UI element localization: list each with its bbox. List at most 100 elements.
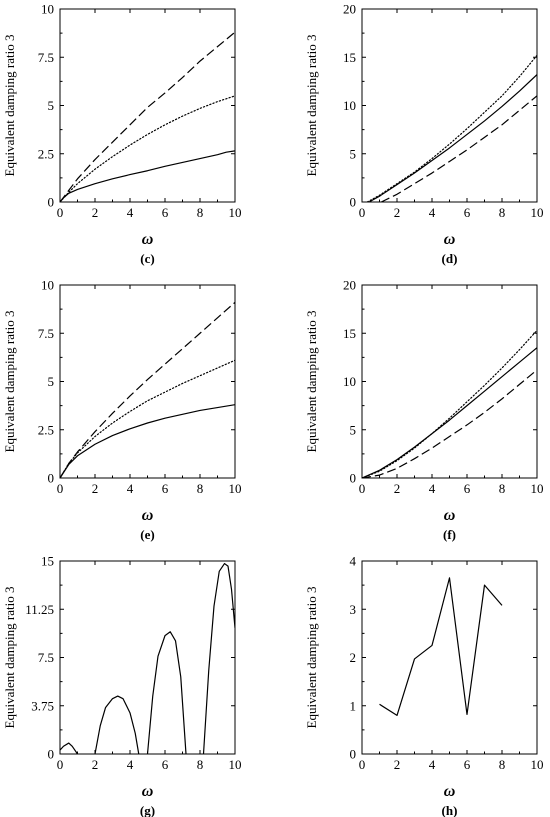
x-tick-label: 8 bbox=[197, 205, 204, 220]
y-axis-label: Equivalent damping ratio 3 bbox=[304, 587, 319, 729]
chart-panel-g: 0 2 4 6 8 10 0 3.75 7.5 11.25 15 Equivalent damping… bbox=[2, 554, 242, 817]
plot-frame bbox=[361, 8, 538, 203]
x-tick-label: 2 bbox=[394, 205, 401, 220]
y-tick-label: 5 bbox=[350, 146, 357, 161]
y-axis-label: Equivalent damping ratio 3 bbox=[304, 311, 319, 453]
y-tick-label: 10 bbox=[41, 278, 54, 293]
x-tick-label: 0 bbox=[57, 481, 64, 496]
series-line-solid-3 bbox=[202, 562, 235, 754]
x-axis-label: ω bbox=[444, 231, 456, 248]
plot-frame bbox=[361, 284, 538, 479]
x-tick-label: 10 bbox=[531, 481, 544, 496]
series-group bbox=[60, 301, 235, 478]
y-tick-label: 2.5 bbox=[38, 422, 54, 437]
x-tick-label: 4 bbox=[429, 481, 436, 496]
x-tick-label: 10 bbox=[531, 205, 544, 220]
chart-panel-c: 0 2 4 6 8 10 0 2.5 5 7.5 10 Equivalent damping rati… bbox=[2, 2, 242, 267]
x-tick-label: 0 bbox=[57, 205, 64, 220]
x-tick-label: 8 bbox=[499, 757, 506, 772]
panel-caption: (g) bbox=[140, 803, 155, 817]
series-line-dotted-1 bbox=[366, 54, 537, 202]
x-tick-label: 0 bbox=[359, 481, 366, 496]
plot-frame bbox=[361, 560, 538, 755]
x-tick-label: 6 bbox=[162, 481, 169, 496]
plot-frame bbox=[59, 8, 236, 203]
series-line-dashed-2 bbox=[380, 95, 537, 202]
x-axis-label: ω bbox=[444, 783, 456, 800]
y-tick-label: 0 bbox=[350, 747, 357, 762]
y-tick-label: 1 bbox=[350, 698, 357, 713]
series-line-solid-0 bbox=[379, 577, 503, 716]
x-tick-label: 8 bbox=[499, 481, 506, 496]
series-line-dashed-2 bbox=[60, 31, 235, 202]
x-tick-label: 6 bbox=[464, 757, 471, 772]
y-tick-label: 5 bbox=[350, 422, 357, 437]
series-line-solid-0 bbox=[362, 347, 537, 478]
y-axis-label: Equivalent damping ratio 3 bbox=[2, 587, 17, 729]
x-tick-label: 2 bbox=[394, 757, 401, 772]
y-tick-label: 0 bbox=[48, 195, 55, 210]
series-line-solid-2 bbox=[146, 631, 187, 754]
panel-caption: (h) bbox=[442, 803, 458, 817]
y-tick-label: 3 bbox=[350, 602, 357, 617]
series-line-solid-0 bbox=[368, 74, 537, 202]
series-group bbox=[60, 562, 235, 754]
series-line-solid-0 bbox=[60, 742, 78, 754]
y-axis-label: Equivalent damping ratio 3 bbox=[304, 35, 319, 177]
series-group bbox=[379, 577, 503, 716]
x-tick-label: 2 bbox=[92, 205, 99, 220]
y-tick-label: 0 bbox=[48, 747, 55, 762]
x-tick-label: 0 bbox=[57, 757, 64, 772]
y-tick-label: 2 bbox=[350, 650, 357, 665]
chart-panel-e: 0 2 4 6 8 10 0 2.5 5 7.5 10 Equivalent damping rati… bbox=[2, 278, 242, 543]
x-tick-label: 4 bbox=[429, 205, 436, 220]
y-tick-label: 0 bbox=[350, 195, 357, 210]
x-tick-label: 6 bbox=[162, 757, 169, 772]
series-group bbox=[366, 54, 537, 202]
y-tick-label: 15 bbox=[41, 554, 54, 569]
y-tick-label: 20 bbox=[343, 2, 356, 17]
y-tick-label: 5 bbox=[48, 374, 55, 389]
x-tick-label: 2 bbox=[92, 481, 99, 496]
x-tick-label: 10 bbox=[229, 757, 242, 772]
y-tick-label: 3.75 bbox=[31, 698, 54, 713]
panel-caption: (f) bbox=[443, 527, 456, 542]
x-tick-label: 10 bbox=[531, 757, 544, 772]
y-tick-label: 10 bbox=[343, 374, 356, 389]
plot-frame bbox=[59, 560, 236, 755]
panel-caption: (c) bbox=[140, 251, 154, 266]
y-tick-label: 0 bbox=[48, 471, 55, 486]
series-line-dotted-1 bbox=[362, 329, 537, 478]
y-tick-label: 7.5 bbox=[38, 50, 54, 65]
x-tick-label: 8 bbox=[499, 205, 506, 220]
plot-frame bbox=[59, 284, 236, 479]
y-tick-label: 11.25 bbox=[25, 602, 54, 617]
y-tick-label: 7.5 bbox=[38, 326, 54, 341]
x-tick-label: 2 bbox=[394, 481, 401, 496]
x-tick-label: 0 bbox=[359, 205, 366, 220]
series-line-dotted-1 bbox=[60, 359, 235, 478]
x-tick-label: 10 bbox=[229, 205, 242, 220]
x-tick-label: 6 bbox=[464, 205, 471, 220]
chart-panel-f: 0 2 4 6 8 10 0 5 10 15 20 Equivalent damping ratio … bbox=[304, 278, 544, 543]
x-tick-label: 4 bbox=[127, 757, 134, 772]
chart-panel-d: 0 2 4 6 8 10 0 5 10 15 20 Equivalent damping ratio … bbox=[304, 2, 544, 267]
y-axis-label: Equivalent damping ratio 3 bbox=[2, 311, 17, 453]
panel-caption: (d) bbox=[442, 251, 458, 266]
series-line-solid-0 bbox=[60, 404, 235, 478]
x-tick-label: 6 bbox=[464, 481, 471, 496]
x-axis-label: ω bbox=[142, 231, 154, 248]
x-axis-label: ω bbox=[444, 507, 456, 524]
y-tick-label: 2.5 bbox=[38, 146, 54, 161]
series-group bbox=[60, 31, 235, 202]
x-tick-label: 8 bbox=[197, 757, 204, 772]
y-tick-label: 5 bbox=[48, 98, 55, 113]
x-axis-label: ω bbox=[142, 783, 154, 800]
x-tick-label: 8 bbox=[197, 481, 204, 496]
y-tick-label: 10 bbox=[41, 2, 54, 17]
y-tick-label: 15 bbox=[343, 50, 356, 65]
x-tick-label: 4 bbox=[429, 757, 436, 772]
x-tick-label: 4 bbox=[127, 481, 134, 496]
x-tick-label: 2 bbox=[92, 757, 99, 772]
